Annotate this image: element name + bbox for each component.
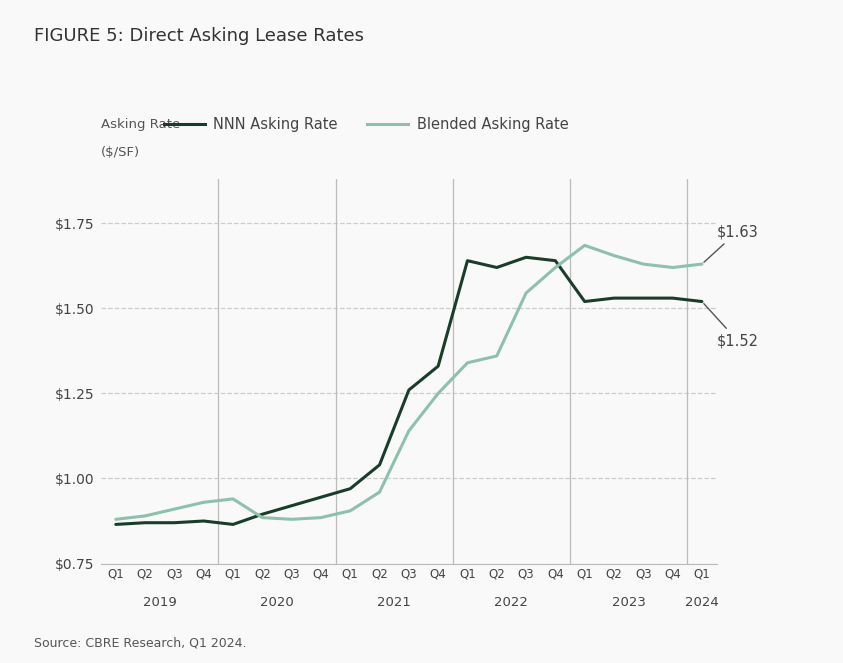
Blended Asking Rate xyxy=(316,514,326,522)
Blended Asking Rate xyxy=(345,507,355,514)
NNN Asking Rate xyxy=(697,298,707,306)
Blended Asking Rate xyxy=(491,352,502,360)
Blended Asking Rate xyxy=(521,289,531,297)
Legend: NNN Asking Rate, Blended Asking Rate: NNN Asking Rate, Blended Asking Rate xyxy=(164,117,568,132)
Blended Asking Rate xyxy=(697,260,707,268)
NNN Asking Rate xyxy=(228,520,238,528)
Blended Asking Rate xyxy=(287,515,297,523)
NNN Asking Rate xyxy=(257,511,267,518)
Blended Asking Rate xyxy=(140,512,150,520)
Text: 2021: 2021 xyxy=(378,596,411,609)
Text: 2019: 2019 xyxy=(143,596,177,609)
NNN Asking Rate xyxy=(550,257,561,265)
NNN Asking Rate xyxy=(110,520,121,528)
NNN Asking Rate xyxy=(638,294,648,302)
Line: Blended Asking Rate: Blended Asking Rate xyxy=(115,245,702,519)
NNN Asking Rate xyxy=(463,257,473,265)
Text: $1.63: $1.63 xyxy=(704,224,759,262)
NNN Asking Rate xyxy=(521,253,531,261)
Blended Asking Rate xyxy=(463,359,473,367)
Text: Source: CBRE Research, Q1 2024.: Source: CBRE Research, Q1 2024. xyxy=(34,636,246,650)
Line: NNN Asking Rate: NNN Asking Rate xyxy=(115,257,702,524)
Blended Asking Rate xyxy=(668,263,678,271)
NNN Asking Rate xyxy=(433,362,443,370)
NNN Asking Rate xyxy=(140,518,150,526)
Text: 2024: 2024 xyxy=(685,596,719,609)
Text: $1.52: $1.52 xyxy=(704,304,759,348)
Blended Asking Rate xyxy=(374,488,384,496)
NNN Asking Rate xyxy=(404,386,414,394)
NNN Asking Rate xyxy=(668,294,678,302)
Blended Asking Rate xyxy=(169,505,180,513)
NNN Asking Rate xyxy=(345,485,355,493)
NNN Asking Rate xyxy=(491,263,502,271)
Blended Asking Rate xyxy=(404,427,414,435)
NNN Asking Rate xyxy=(199,517,209,525)
NNN Asking Rate xyxy=(580,298,590,306)
Blended Asking Rate xyxy=(199,499,209,507)
Text: 2022: 2022 xyxy=(495,596,529,609)
Text: 2023: 2023 xyxy=(612,596,646,609)
Blended Asking Rate xyxy=(110,515,121,523)
Blended Asking Rate xyxy=(638,260,648,268)
Blended Asking Rate xyxy=(550,263,561,271)
Blended Asking Rate xyxy=(580,241,590,249)
Blended Asking Rate xyxy=(433,389,443,397)
Blended Asking Rate xyxy=(257,514,267,522)
NNN Asking Rate xyxy=(316,493,326,501)
NNN Asking Rate xyxy=(169,518,180,526)
Blended Asking Rate xyxy=(228,495,238,503)
NNN Asking Rate xyxy=(287,502,297,510)
Text: FIGURE 5: Direct Asking Lease Rates: FIGURE 5: Direct Asking Lease Rates xyxy=(34,27,363,44)
NNN Asking Rate xyxy=(609,294,619,302)
Text: 2020: 2020 xyxy=(260,596,294,609)
Text: Asking Rate: Asking Rate xyxy=(101,119,180,131)
Blended Asking Rate xyxy=(609,251,619,259)
NNN Asking Rate xyxy=(374,461,384,469)
Text: ($/SF): ($/SF) xyxy=(101,146,140,158)
